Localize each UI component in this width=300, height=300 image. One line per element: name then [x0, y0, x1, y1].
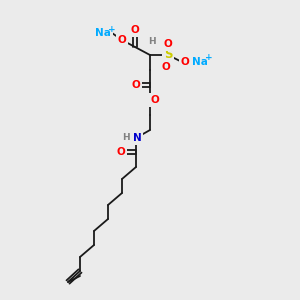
Text: O: O	[117, 147, 125, 157]
Text: O: O	[118, 35, 126, 45]
Text: Na: Na	[192, 57, 208, 67]
Text: O: O	[132, 80, 140, 90]
Text: O: O	[162, 62, 170, 72]
Text: −: −	[188, 55, 196, 64]
Text: S: S	[164, 49, 172, 62]
Text: N: N	[133, 133, 141, 143]
Text: O: O	[164, 39, 172, 49]
Text: +: +	[205, 53, 213, 62]
Text: O: O	[151, 95, 159, 105]
Text: Na: Na	[95, 28, 111, 38]
Text: O: O	[181, 57, 189, 67]
Text: H: H	[148, 38, 156, 46]
Text: O: O	[130, 25, 140, 35]
Text: H: H	[122, 134, 130, 142]
Text: +: +	[108, 25, 116, 34]
